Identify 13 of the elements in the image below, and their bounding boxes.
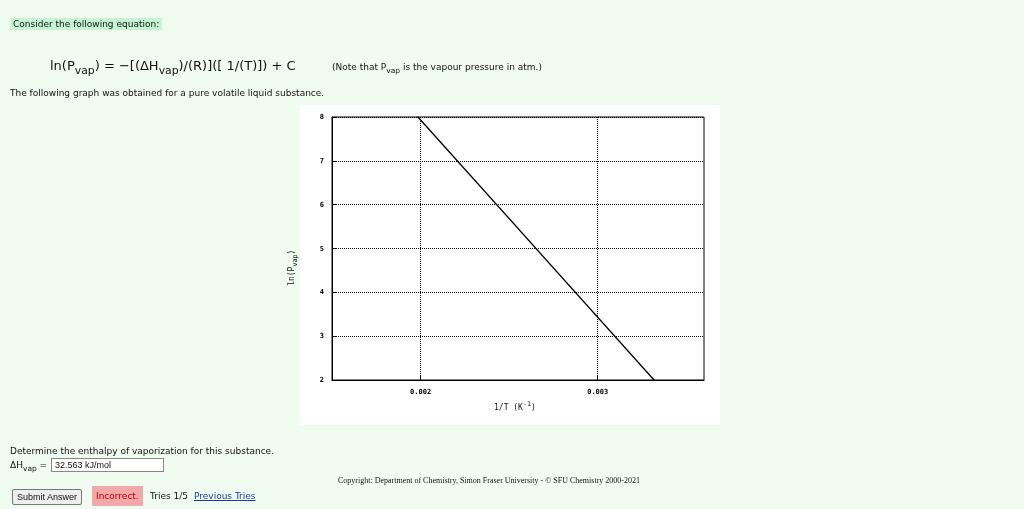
text: 32.563 kJ/mol	[51, 458, 164, 472]
x-axis-title: 1/T (K$^{-1}$)	[494, 400, 536, 412]
text: ln(P$_{vap}$) = −[(ΔH$_{vap}$)/(R)]([ 1/(T)]) + C	[50, 58, 296, 77]
text: (Note that P$_{vap}$ is the vapour pressure in atm.)	[332, 62, 542, 75]
text: Submit Answer	[12, 489, 83, 505]
text: Consider the following equation:	[10, 18, 163, 30]
text: Incorrect.	[92, 486, 143, 506]
text: Tries 1/5	[150, 491, 188, 501]
text: Previous Tries	[194, 491, 256, 501]
text: The following graph was obtained for a pure volatile liquid substance.	[10, 88, 325, 98]
text: ΔH$_{vap}$ =	[10, 460, 48, 473]
text: Determine the enthalpy of vaporization for this substance.	[10, 446, 275, 456]
text: Copyright: Department of Chemistry, Simon Fraser University - © SFU Chemistry 2000-2021	[338, 476, 640, 485]
